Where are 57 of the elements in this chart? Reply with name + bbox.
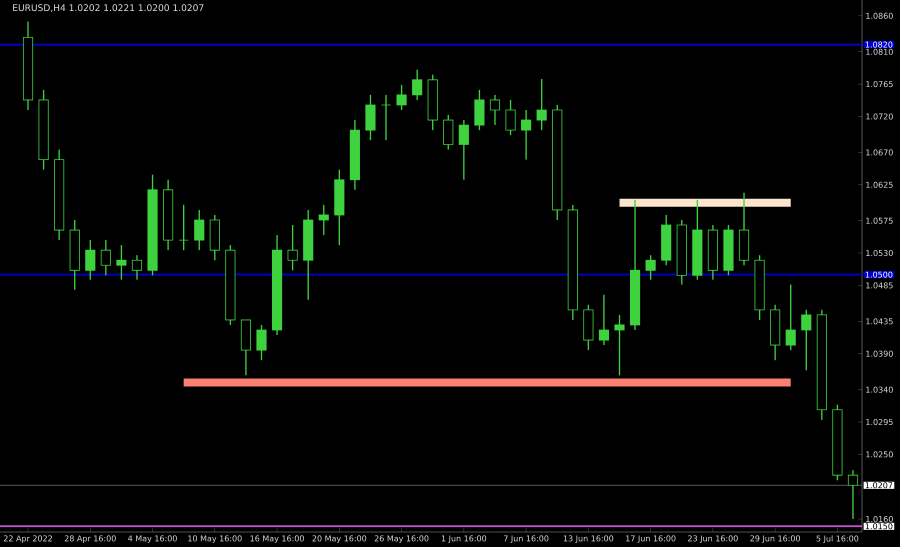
y-tick-label: 1.0390 (866, 350, 893, 357)
candlestick (646, 254, 656, 280)
candlestick (848, 470, 858, 520)
y-tick-label: 1.0530 (866, 250, 893, 256)
x-tick-label: 4 May 16:00 (128, 535, 177, 543)
x-tick-label: 20 May 16:00 (312, 535, 366, 543)
candlestick (132, 254, 142, 280)
x-tick-label: 28 Apr 16:00 (64, 535, 116, 543)
ref-line-label: 1.0820 (866, 42, 892, 48)
x-tick-label: 22 Apr 2022 (4, 535, 52, 543)
ref-line-label: 1.0150 (866, 523, 892, 530)
candlestick (85, 239, 96, 280)
x-tick-label: 26 May 16:00 (374, 535, 428, 543)
x-tick-label: 29 Jun 16:00 (750, 535, 800, 543)
candlestick (318, 204, 329, 236)
candlestick (412, 69, 422, 101)
ref-line-label: 1.0500 (866, 272, 892, 278)
candlestick (536, 78, 547, 131)
y-tick-label: 1.0340 (866, 386, 893, 393)
y-tick-label: 1.0250 (866, 451, 893, 458)
candlestick (801, 309, 812, 371)
candlestick (614, 314, 625, 376)
y-tick-label: 1.0295 (866, 418, 893, 426)
candlestick (288, 224, 298, 271)
y-tick-label: 1.0435 (866, 318, 893, 324)
candlestick (786, 284, 796, 351)
x-tick-label: 17 Jun 16:00 (626, 535, 676, 543)
x-tick-label: 7 Jun 16:00 (504, 535, 548, 543)
candlestick (256, 324, 267, 361)
candlestick (521, 109, 532, 160)
y-tick-label: 1.0765 (866, 81, 893, 88)
y-tick-label: 1.0810 (866, 48, 893, 55)
y-tick-label: 1.0160 (866, 516, 893, 522)
y-tick-label: 1.0575 (866, 218, 893, 224)
x-tick-label: 5 Jul 16:00 (816, 535, 858, 544)
candlestick (194, 209, 204, 251)
candlestick (505, 99, 516, 136)
chart-title: EURUSD,H4 1.0202 1.0221 1.0200 1.0207 (13, 4, 204, 12)
x-tick-label: 10 May 16:00 (188, 535, 242, 543)
candlestick (490, 94, 500, 126)
candlestick (178, 204, 189, 251)
candlestick (100, 239, 111, 276)
ref-line-label: 1.0207 (866, 482, 892, 488)
candlestick (598, 294, 610, 346)
candlestick (116, 244, 126, 280)
candlestick (380, 94, 392, 141)
y-tick-label: 1.0485 (866, 282, 893, 288)
y-tick-label: 1.0625 (866, 182, 893, 188)
x-tick-label: 23 Jun 16:00 (688, 535, 738, 543)
candlestick (458, 119, 469, 180)
x-tick-label: 13 Jun 16:00 (564, 535, 614, 543)
x-tick-label: 16 May 16:00 (250, 535, 304, 543)
y-tick-label: 1.0720 (866, 113, 893, 120)
candlestick (396, 84, 407, 111)
y-tick-label: 1.0860 (866, 12, 893, 19)
x-tick-label: 1 Jun 16:00 (442, 535, 486, 543)
y-tick-label: 1.0670 (866, 149, 893, 156)
